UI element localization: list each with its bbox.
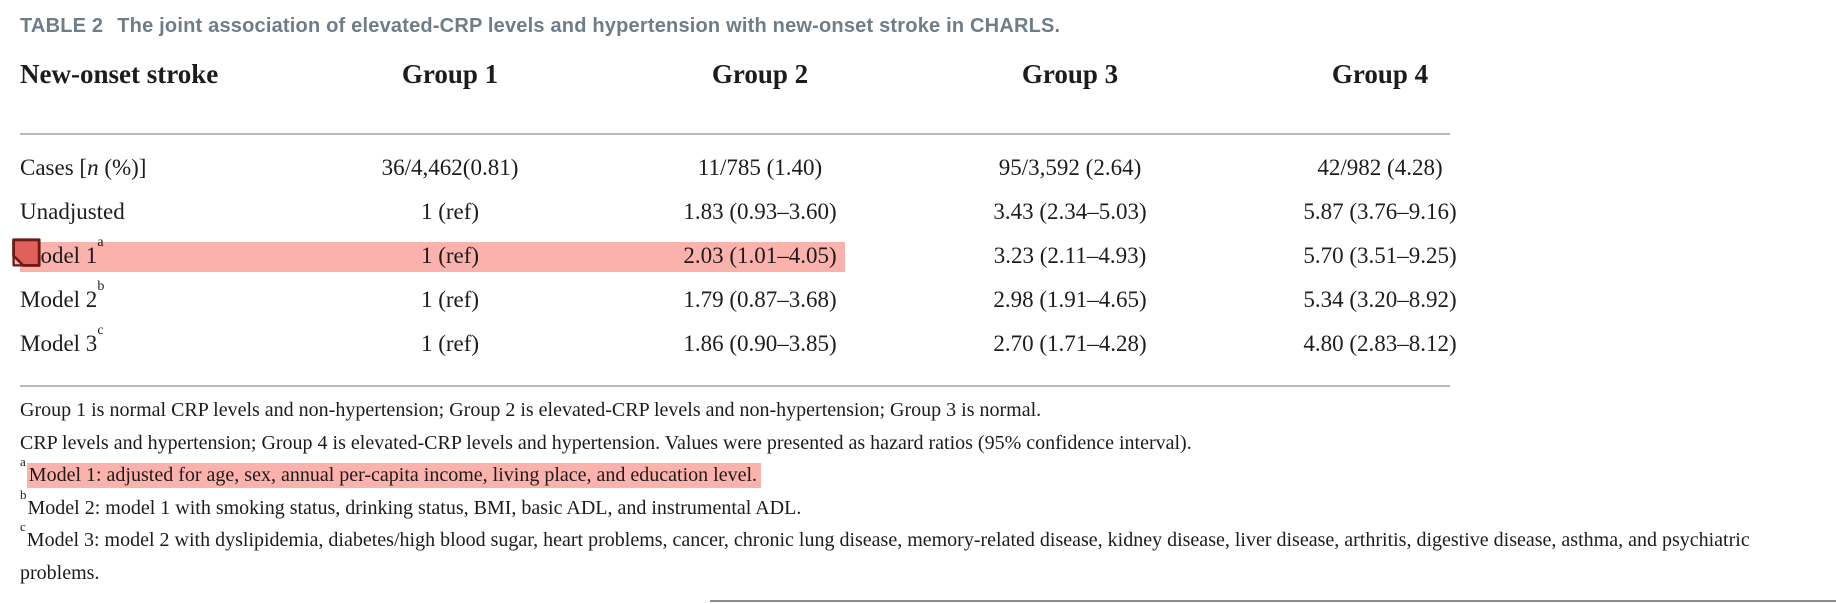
row-label-text: Cases [ bbox=[20, 155, 88, 180]
cell-group-1: 1 (ref) bbox=[420, 199, 480, 224]
column-header-2: Group 2 bbox=[711, 59, 809, 89]
row-label: Cases [n (%)] bbox=[20, 155, 295, 181]
footnote-marker-ref: b bbox=[97, 279, 105, 295]
table-body: Cases [n (%)] 36/4,462(0.81) 11/785 (1.40)… bbox=[12, 146, 1535, 366]
table-row-3: Model 2b 1 (ref) 1.79 (0.87–3.68) 2.98 (1.9… bbox=[20, 278, 1535, 322]
table-row-4: Model 3c 1 (ref) 1.86 (0.90–3.85) 2.70 (1.7… bbox=[20, 322, 1535, 366]
footnotes: Group 1 is normal CRP levels and non-hyp… bbox=[20, 394, 1770, 589]
cell-group-2: 2.03 (1.01–4.05) bbox=[683, 243, 837, 268]
table-rule-bottom bbox=[20, 385, 1450, 387]
column-header-4: Group 4 bbox=[1331, 59, 1429, 89]
footnote-marker-ref: a bbox=[97, 235, 104, 251]
sticky-note-annotation-icon[interactable] bbox=[6, 237, 42, 273]
highlight-annotation[interactable]: Model 1: adjusted for age, sex, annual p… bbox=[26, 463, 762, 488]
cell-group-1: 36/4,462(0.81) bbox=[381, 155, 519, 180]
footnote-marker: c bbox=[20, 519, 26, 535]
footnote-text: CRP levels and hypertension; Group 4 is … bbox=[20, 431, 1192, 454]
cell-group-2: 1.83 (0.93–3.60) bbox=[683, 199, 837, 224]
cell-group-1: 1 (ref) bbox=[420, 243, 480, 268]
cell-group-2: 11/785 (1.40) bbox=[697, 155, 823, 180]
footnote-text: Model 3: model 2 with dyslipidemia, diab… bbox=[20, 529, 1750, 584]
row-label: Unadjusted bbox=[20, 199, 295, 225]
column-header-1: Group 1 bbox=[401, 59, 499, 89]
table-row-0: Cases [n (%)] 36/4,462(0.81) 11/785 (1.40)… bbox=[20, 146, 1535, 190]
footnote-text: Group 1 is normal CRP levels and non-hyp… bbox=[20, 399, 1042, 421]
cell-group-4: 5.34 (3.20–8.92) bbox=[1303, 287, 1457, 312]
bottom-partial-rule bbox=[710, 600, 1836, 602]
cell-group-3: 95/3,592 (2.64) bbox=[998, 155, 1142, 180]
highlight-annotation[interactable] bbox=[20, 242, 845, 272]
row-label-text: (%)] bbox=[98, 155, 147, 180]
footnote-marker: a bbox=[20, 454, 26, 470]
table-row-2: Model 1a 1 (ref) 2.03 (1.01–4.05) 3.23 (2.1… bbox=[12, 234, 1535, 278]
row-label: Model 3c bbox=[20, 324, 295, 357]
footnote-marker: b bbox=[20, 486, 27, 502]
column-header-0: New-onset stroke bbox=[20, 59, 219, 89]
table-row-1: Unadjusted 1 (ref) 1.83 (0.93–3.60) 3.43 (2… bbox=[20, 190, 1535, 234]
row-label-text: Model 3 bbox=[20, 331, 98, 356]
footnote-marker-ref: c bbox=[97, 323, 104, 339]
table-caption-text: The joint association of elevated-CRP le… bbox=[117, 15, 1061, 37]
column-header-3: Group 3 bbox=[1021, 59, 1119, 89]
cell-group-1: 1 (ref) bbox=[420, 287, 480, 312]
row-label: Model 1a bbox=[20, 236, 295, 269]
row-label-text: Model 2 bbox=[20, 287, 98, 312]
table-caption-label: TABLE 2 bbox=[20, 15, 104, 37]
cell-group-3: 3.23 (2.11–4.93) bbox=[993, 243, 1147, 268]
cell-group-4: 42/982 (4.28) bbox=[1317, 155, 1443, 180]
cell-group-3: 3.43 (2.34–5.03) bbox=[993, 199, 1147, 224]
cell-group-4: 4.80 (2.83–8.12) bbox=[1303, 331, 1457, 356]
row-label-text: n bbox=[87, 155, 99, 180]
footnote-text: Model 2: model 1 with smoking status, dr… bbox=[27, 496, 802, 519]
row-label-text: Unadjusted bbox=[20, 199, 125, 224]
table-caption: TABLE 2 The joint association of elevated… bbox=[20, 12, 1780, 40]
table-rule-top bbox=[20, 133, 1450, 135]
footnote-2: aModel 1: adjusted for age, sex, annual … bbox=[20, 455, 1770, 492]
cell-group-2: 1.86 (0.90–3.85) bbox=[683, 331, 837, 356]
cell-group-1: 1 (ref) bbox=[420, 331, 480, 356]
cell-group-3: 2.70 (1.71–4.28) bbox=[993, 331, 1147, 356]
footnote-3: bModel 2: model 1 with smoking status, d… bbox=[20, 488, 1770, 525]
cell-group-4: 5.70 (3.51–9.25) bbox=[1303, 243, 1457, 268]
footnote-1: CRP levels and hypertension; Group 4 is … bbox=[20, 427, 1770, 460]
cell-group-2: 1.79 (0.87–3.68) bbox=[683, 287, 837, 312]
footnote-0: Group 1 is normal CRP levels and non-hyp… bbox=[20, 394, 1770, 427]
footnote-4: cModel 3: model 2 with dyslipidemia, dia… bbox=[20, 520, 1770, 589]
cell-group-3: 2.98 (1.91–4.65) bbox=[993, 287, 1147, 312]
table-header-row: New-onset stroke Group 1 Group 2 Group 3 Gro… bbox=[20, 56, 1535, 92]
cell-group-4: 5.87 (3.76–9.16) bbox=[1303, 199, 1457, 224]
row-label: Model 2b bbox=[20, 280, 295, 313]
